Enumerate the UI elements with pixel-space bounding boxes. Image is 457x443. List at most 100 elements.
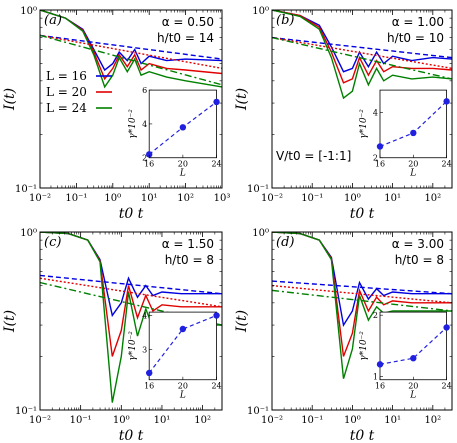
- x-tick-label: 10²: [194, 415, 211, 426]
- inset-y-tick: 2: [142, 154, 147, 163]
- inset: 16 20 24 1 2 Lγ*10⁻²: [359, 311, 452, 401]
- inset-y-tick: 4: [142, 120, 147, 129]
- fit-line-L24: [272, 36, 452, 80]
- h-label: h/t0 = 8: [395, 253, 444, 267]
- inset-point: [443, 98, 450, 105]
- x-tick-label: 10⁻¹: [301, 193, 323, 204]
- x-tick-label: 10¹: [384, 415, 401, 426]
- x-tick-label: 10⁻²: [29, 415, 51, 426]
- fit-line-L16: [272, 36, 452, 59]
- plot-frame: [39, 231, 223, 411]
- h-label: h/t0 = 8: [165, 253, 214, 267]
- h-label: h/t0 = 14: [157, 31, 214, 45]
- plot-frame: [271, 231, 453, 411]
- x-tick-label: 10⁻²: [261, 415, 283, 426]
- x-tick-label: 10¹: [141, 193, 158, 204]
- x-tick-label: 10¹: [154, 415, 171, 426]
- inset-y-label: γ*10⁻²: [128, 331, 138, 361]
- series-L24: [272, 10, 452, 100]
- inset-y-tick: 3: [142, 345, 147, 354]
- y-axis-label: I(t): [234, 310, 250, 333]
- inset-x-tick: 20: [408, 160, 418, 169]
- h-label: h/t0 = 10: [387, 31, 444, 45]
- inset-x-tick: 24: [211, 382, 221, 391]
- plot-frame: [271, 9, 453, 189]
- plot-frame: [39, 9, 223, 189]
- fit-line-L24: [272, 289, 452, 312]
- inset-y-tick: 2: [373, 154, 378, 163]
- inset-x-tick: 20: [178, 160, 188, 169]
- x-tick-label: 10³: [214, 193, 231, 204]
- legend-label: L = 24: [46, 101, 87, 115]
- inset-frame: [379, 89, 447, 159]
- x-tick-label: 10⁻¹: [65, 193, 87, 204]
- inset-x-label: L: [179, 391, 186, 401]
- panel-label: (a): [44, 13, 62, 28]
- inset-point: [376, 361, 384, 368]
- inset-y-label: γ*10⁻²: [359, 331, 369, 361]
- inset-fit-line: [148, 314, 217, 374]
- x-tick-label: 10²: [424, 415, 441, 426]
- y-tick-label: 10⁰: [20, 6, 37, 17]
- inset-frame: [379, 311, 447, 381]
- y-axis-label: I(t): [234, 88, 250, 111]
- x-tick-label: 10⁻²: [261, 193, 283, 204]
- inset-point: [213, 312, 220, 319]
- x-tick-label: 10²: [424, 193, 441, 204]
- series-L24: [272, 232, 452, 379]
- fit-line-L24: [40, 34, 222, 86]
- inset-frame: [148, 311, 217, 381]
- alpha-label: α = 0.50: [162, 15, 214, 29]
- inset-x-tick: 16: [144, 160, 154, 169]
- fit-line-L16: [272, 280, 452, 295]
- inset-x-tick: 24: [211, 160, 221, 169]
- y-tick-label: 10⁻¹: [247, 184, 269, 195]
- y-tick-label: 10⁻¹: [247, 406, 269, 417]
- series-L24: [40, 10, 222, 89]
- inset-x-tick: 20: [408, 382, 418, 391]
- fit-line-L20: [40, 277, 222, 308]
- inset-x-label: L: [409, 169, 416, 179]
- x-tick-label: 10⁻¹: [70, 415, 92, 426]
- series-L20: [272, 10, 452, 84]
- alpha-label: α = 1.50: [162, 237, 214, 251]
- x-tick-label: 10⁰: [344, 193, 361, 204]
- panel-label: (d): [276, 235, 294, 250]
- inset-point: [179, 325, 187, 333]
- y-axis-label: I(t): [2, 310, 18, 333]
- fit-line-L20: [40, 34, 222, 70]
- x-axis-label: t0 t: [350, 206, 375, 222]
- x-tick-label: 10¹: [384, 193, 401, 204]
- x-axis-label: t0 t: [119, 206, 144, 222]
- x-tick-label: 10⁰: [104, 193, 121, 204]
- inset-fit-line: [379, 327, 448, 365]
- x-tick-label: 10⁻²: [29, 193, 51, 204]
- y-tick-label: 10⁰: [20, 228, 37, 239]
- alpha-label: α = 3.00: [392, 237, 444, 251]
- inset-x-tick: 24: [442, 160, 452, 169]
- inset-y-tick: 6: [142, 86, 147, 95]
- x-axis-label: t0 t: [350, 428, 375, 443]
- inset-x-tick: 20: [178, 382, 188, 391]
- inset-x-tick: 24: [442, 382, 452, 391]
- inset-point: [410, 129, 417, 137]
- legend-label: L = 20: [46, 85, 87, 99]
- fit-line-L16: [40, 34, 222, 60]
- legend-label: L = 16: [46, 69, 87, 83]
- x-tick-label: 10⁰: [344, 415, 361, 426]
- inset-x-label: L: [179, 169, 186, 179]
- inset-x-tick: 16: [375, 382, 385, 391]
- inset-frame: [148, 89, 217, 159]
- inset-point: [146, 151, 153, 158]
- inset-point: [146, 369, 153, 377]
- inset-point: [179, 124, 187, 131]
- inset-x-tick: 16: [375, 160, 385, 169]
- inset-y-tick: 2: [373, 311, 378, 320]
- potential-range-label: V/t0 = [-1:1]: [276, 149, 351, 163]
- y-tick-label: 10⁻¹: [15, 184, 37, 195]
